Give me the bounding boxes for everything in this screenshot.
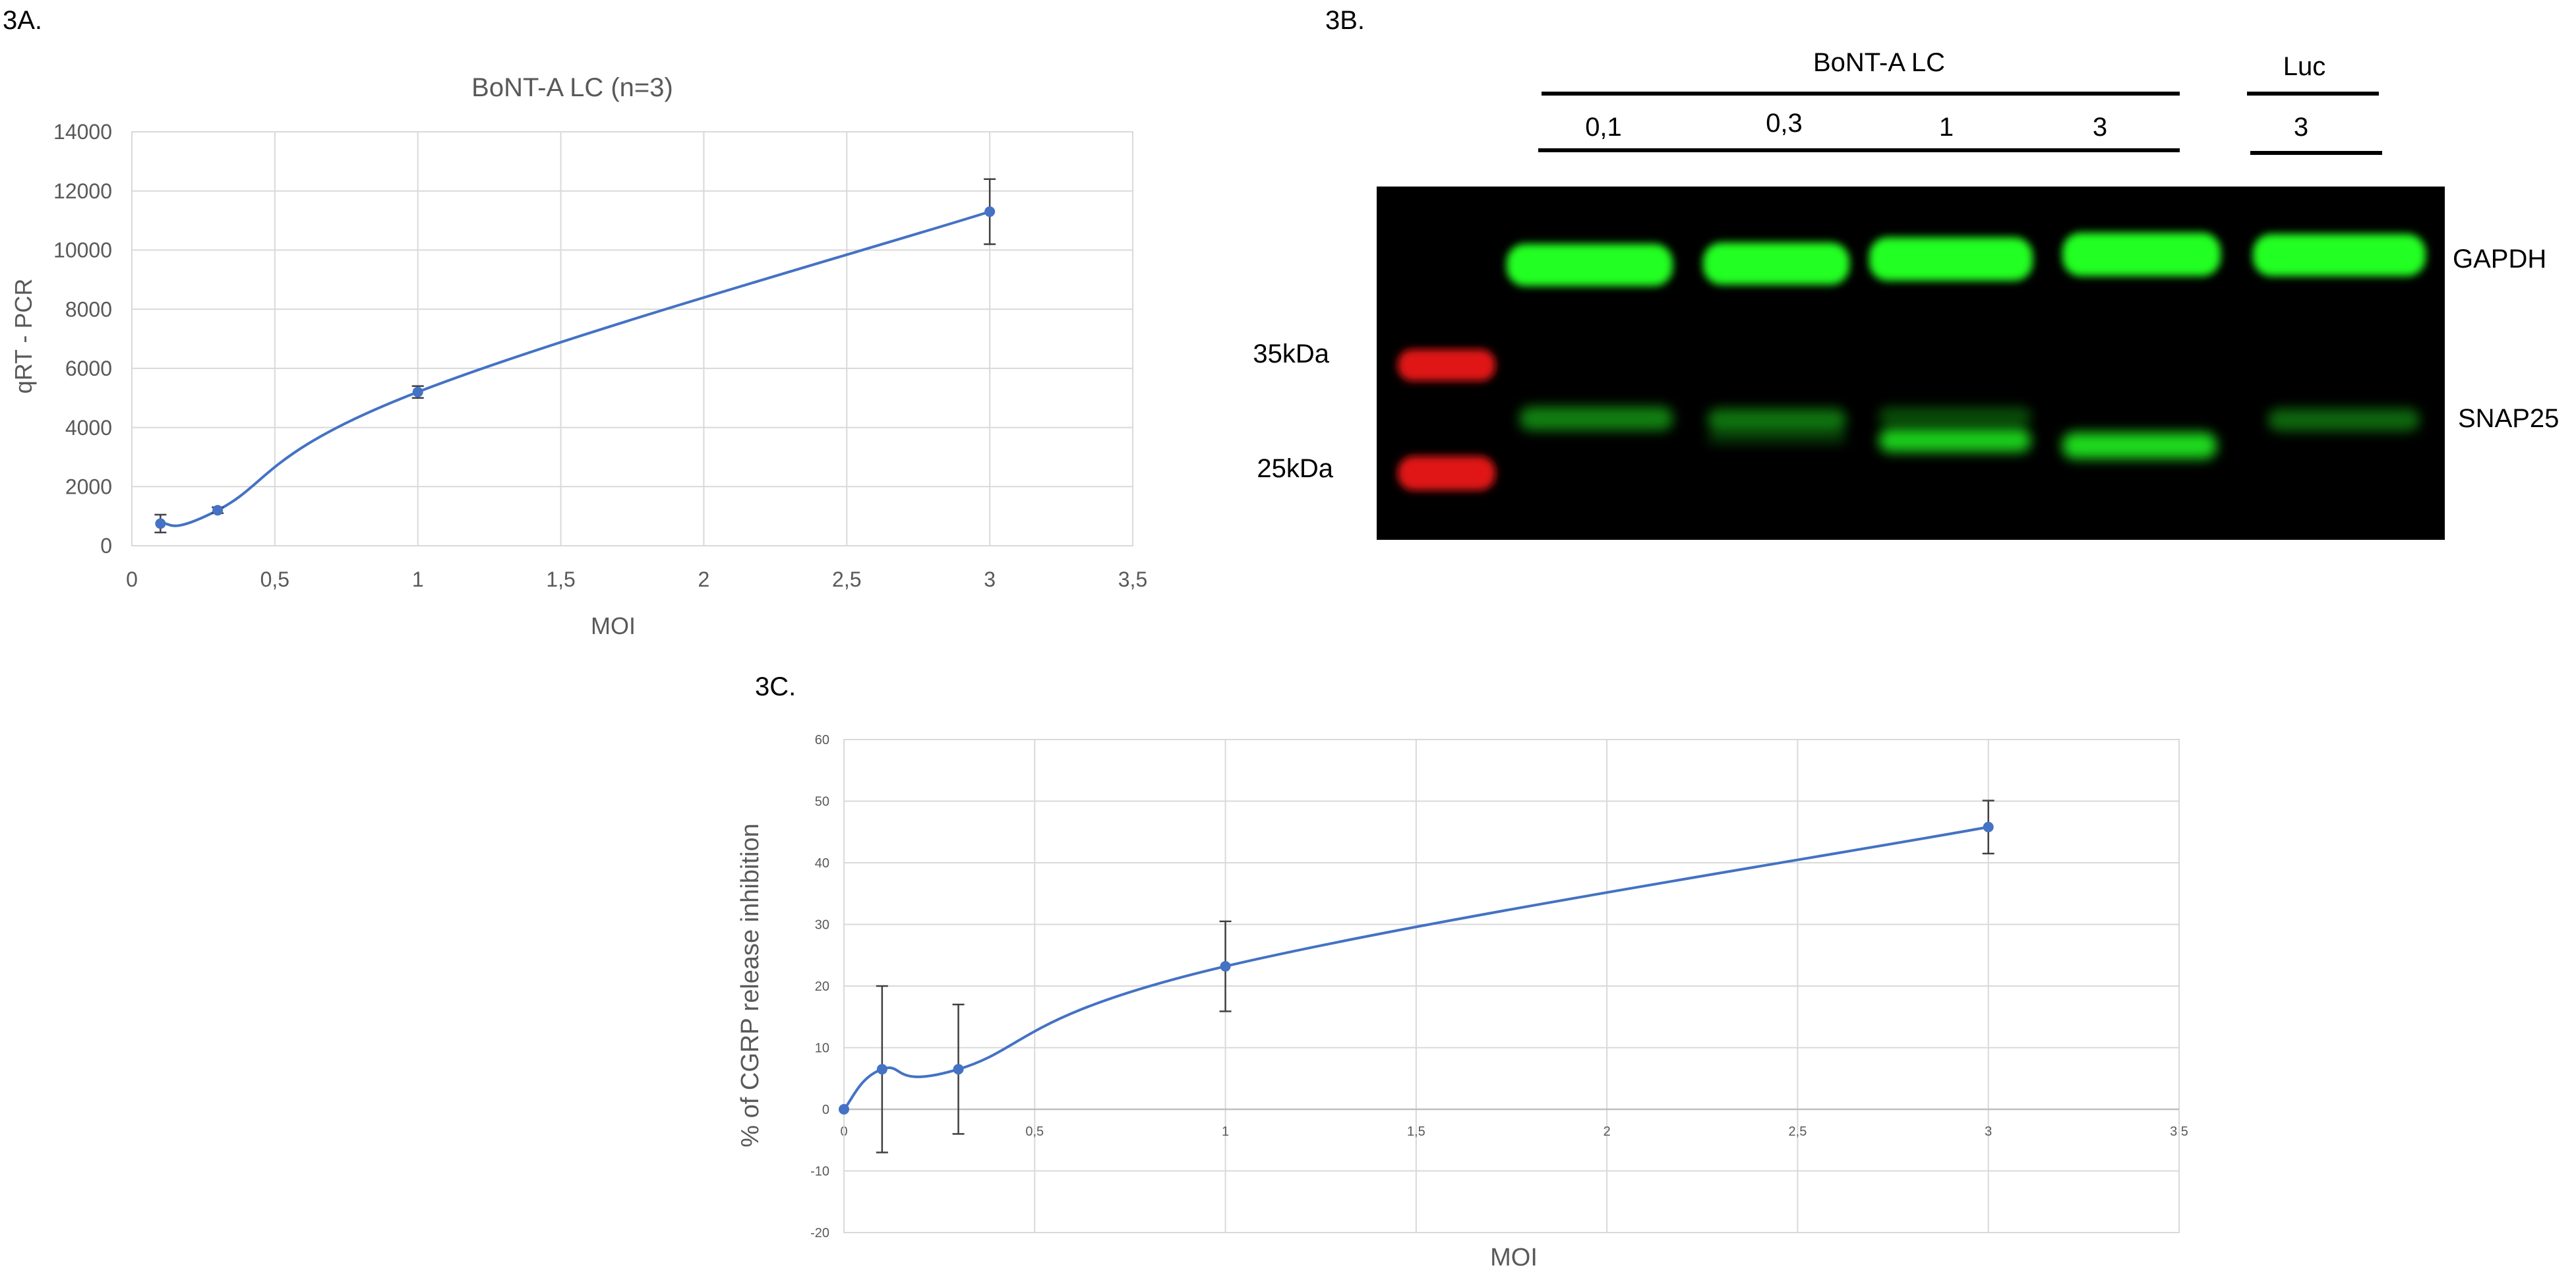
x-tick-label: 0,5 <box>1025 1124 1044 1139</box>
y-tick-label: 14000 <box>53 120 112 144</box>
x-tick-label: 2 <box>698 567 710 591</box>
gapdh-band <box>2253 234 2426 276</box>
snap25-band-lower <box>1708 430 1846 444</box>
data-point <box>1983 821 1994 832</box>
x-tick-label: 1 <box>1222 1124 1229 1139</box>
y-tick-label: -10 <box>810 1165 829 1179</box>
data-point <box>953 1064 964 1075</box>
x-tick-label: 1 <box>412 567 424 591</box>
panel-label-b: 3B. <box>1325 6 1365 35</box>
y-tick-label: 20 <box>815 979 829 994</box>
panel-label-a: 3A. <box>3 6 42 35</box>
gapdh-bands <box>1507 233 2426 286</box>
x-tick-label: 2,5 <box>832 567 861 591</box>
y-tick-label: 6000 <box>65 357 112 380</box>
y-tick-label: 40 <box>815 856 829 871</box>
x-tick-label: 1,5 <box>1407 1124 1425 1139</box>
x-tick-label: 3 <box>984 567 996 591</box>
y-tick-label: -20 <box>810 1226 829 1240</box>
x-tick-label: 3,5 <box>1118 567 1147 591</box>
marker-ladder <box>1398 349 1495 490</box>
series-line <box>160 210 990 527</box>
data-point <box>876 1064 887 1075</box>
marker-label-35kda: 35kDa <box>1253 339 1329 368</box>
gapdh-band <box>1507 244 1673 286</box>
data-point <box>212 505 224 516</box>
plot-area <box>843 739 2180 1233</box>
chart-a-title: BoNT-A LC (n=3) <box>471 73 673 102</box>
blot-lane-label: 0,1 <box>1585 113 1622 142</box>
x-tick-label: 0 <box>126 567 138 591</box>
snap25-band <box>1708 409 1846 431</box>
snap25-band <box>2062 432 2217 459</box>
y-tick-label: 0 <box>100 534 112 558</box>
marker-band-25kda <box>1398 456 1495 490</box>
blot-group-luc-label: Luc <box>2283 52 2326 81</box>
gapdh-band <box>1869 237 2033 281</box>
x-tick-label: 2,5 <box>1789 1124 1807 1139</box>
series-line <box>843 825 1989 1111</box>
blot-group-bont-label: BoNT-A LC <box>1813 48 1945 77</box>
snap25-band <box>1879 428 2031 452</box>
x-tick-label: 3 <box>1985 1124 1992 1139</box>
chart-c-ylabel: % of CGRP release inhibition <box>736 823 764 1147</box>
x-tick-label: 0,5 <box>260 567 289 591</box>
marker-label-25kda: 25kDa <box>1257 454 1333 483</box>
western-blot: BoNT-A LC Luc 0,1 0,3 1 3 3 <box>1253 48 2559 540</box>
blot-luc-lane-label: 3 <box>2294 113 2308 142</box>
y-tick-label: 2000 <box>65 475 112 498</box>
data-point <box>839 1104 849 1115</box>
snap25-band <box>2268 409 2420 431</box>
blot-lane-label: 0,3 <box>1766 109 1803 138</box>
plot-area <box>131 131 1133 546</box>
chart-a: BoNT-A LC (n=3) MOI qRT - PCR 0 2000 4000 6… <box>10 73 1147 639</box>
snap25-band-upper <box>1879 407 2031 426</box>
y-tick-label: 10 <box>815 1041 829 1056</box>
blot-lane-label: 1 <box>1939 113 1954 142</box>
marker-band-35kda <box>1398 349 1495 381</box>
blot-lane-label: 3 <box>2093 113 2107 142</box>
band-label-snap25: SNAP25 <box>2458 404 2559 433</box>
band-label-gapdh: GAPDH <box>2453 245 2546 274</box>
x-tick-label: 2 <box>1603 1124 1611 1139</box>
y-tick-label: 30 <box>815 918 829 933</box>
y-tick-label: 4000 <box>65 416 112 440</box>
y-tick-label: 8000 <box>65 297 112 321</box>
chart-a-xlabel: MOI <box>591 612 636 639</box>
panel-label-c: 3C. <box>755 672 796 701</box>
gapdh-band <box>1703 243 1849 285</box>
data-point <box>1220 961 1231 972</box>
snap25-bands <box>1520 407 2420 459</box>
snap25-band <box>1520 407 1673 430</box>
data-point <box>412 386 423 397</box>
y-tick-label: 10000 <box>53 239 112 262</box>
data-point <box>155 518 166 529</box>
y-tick-label: 0 <box>822 1103 829 1117</box>
chart-a-ylabel: qRT - PCR <box>10 279 37 394</box>
chart-c-xlabel: MOI <box>1490 1244 1538 1271</box>
y-tick-label: 60 <box>815 733 829 747</box>
x-tick-label: 1,5 <box>546 567 575 591</box>
chart-c: MOI % of CGRP release inhibition -20 -10 0… <box>736 733 2188 1271</box>
y-tick-label: 50 <box>815 795 829 809</box>
data-point <box>984 206 996 218</box>
y-tick-label: 12000 <box>53 179 112 203</box>
gapdh-band <box>2062 233 2221 276</box>
